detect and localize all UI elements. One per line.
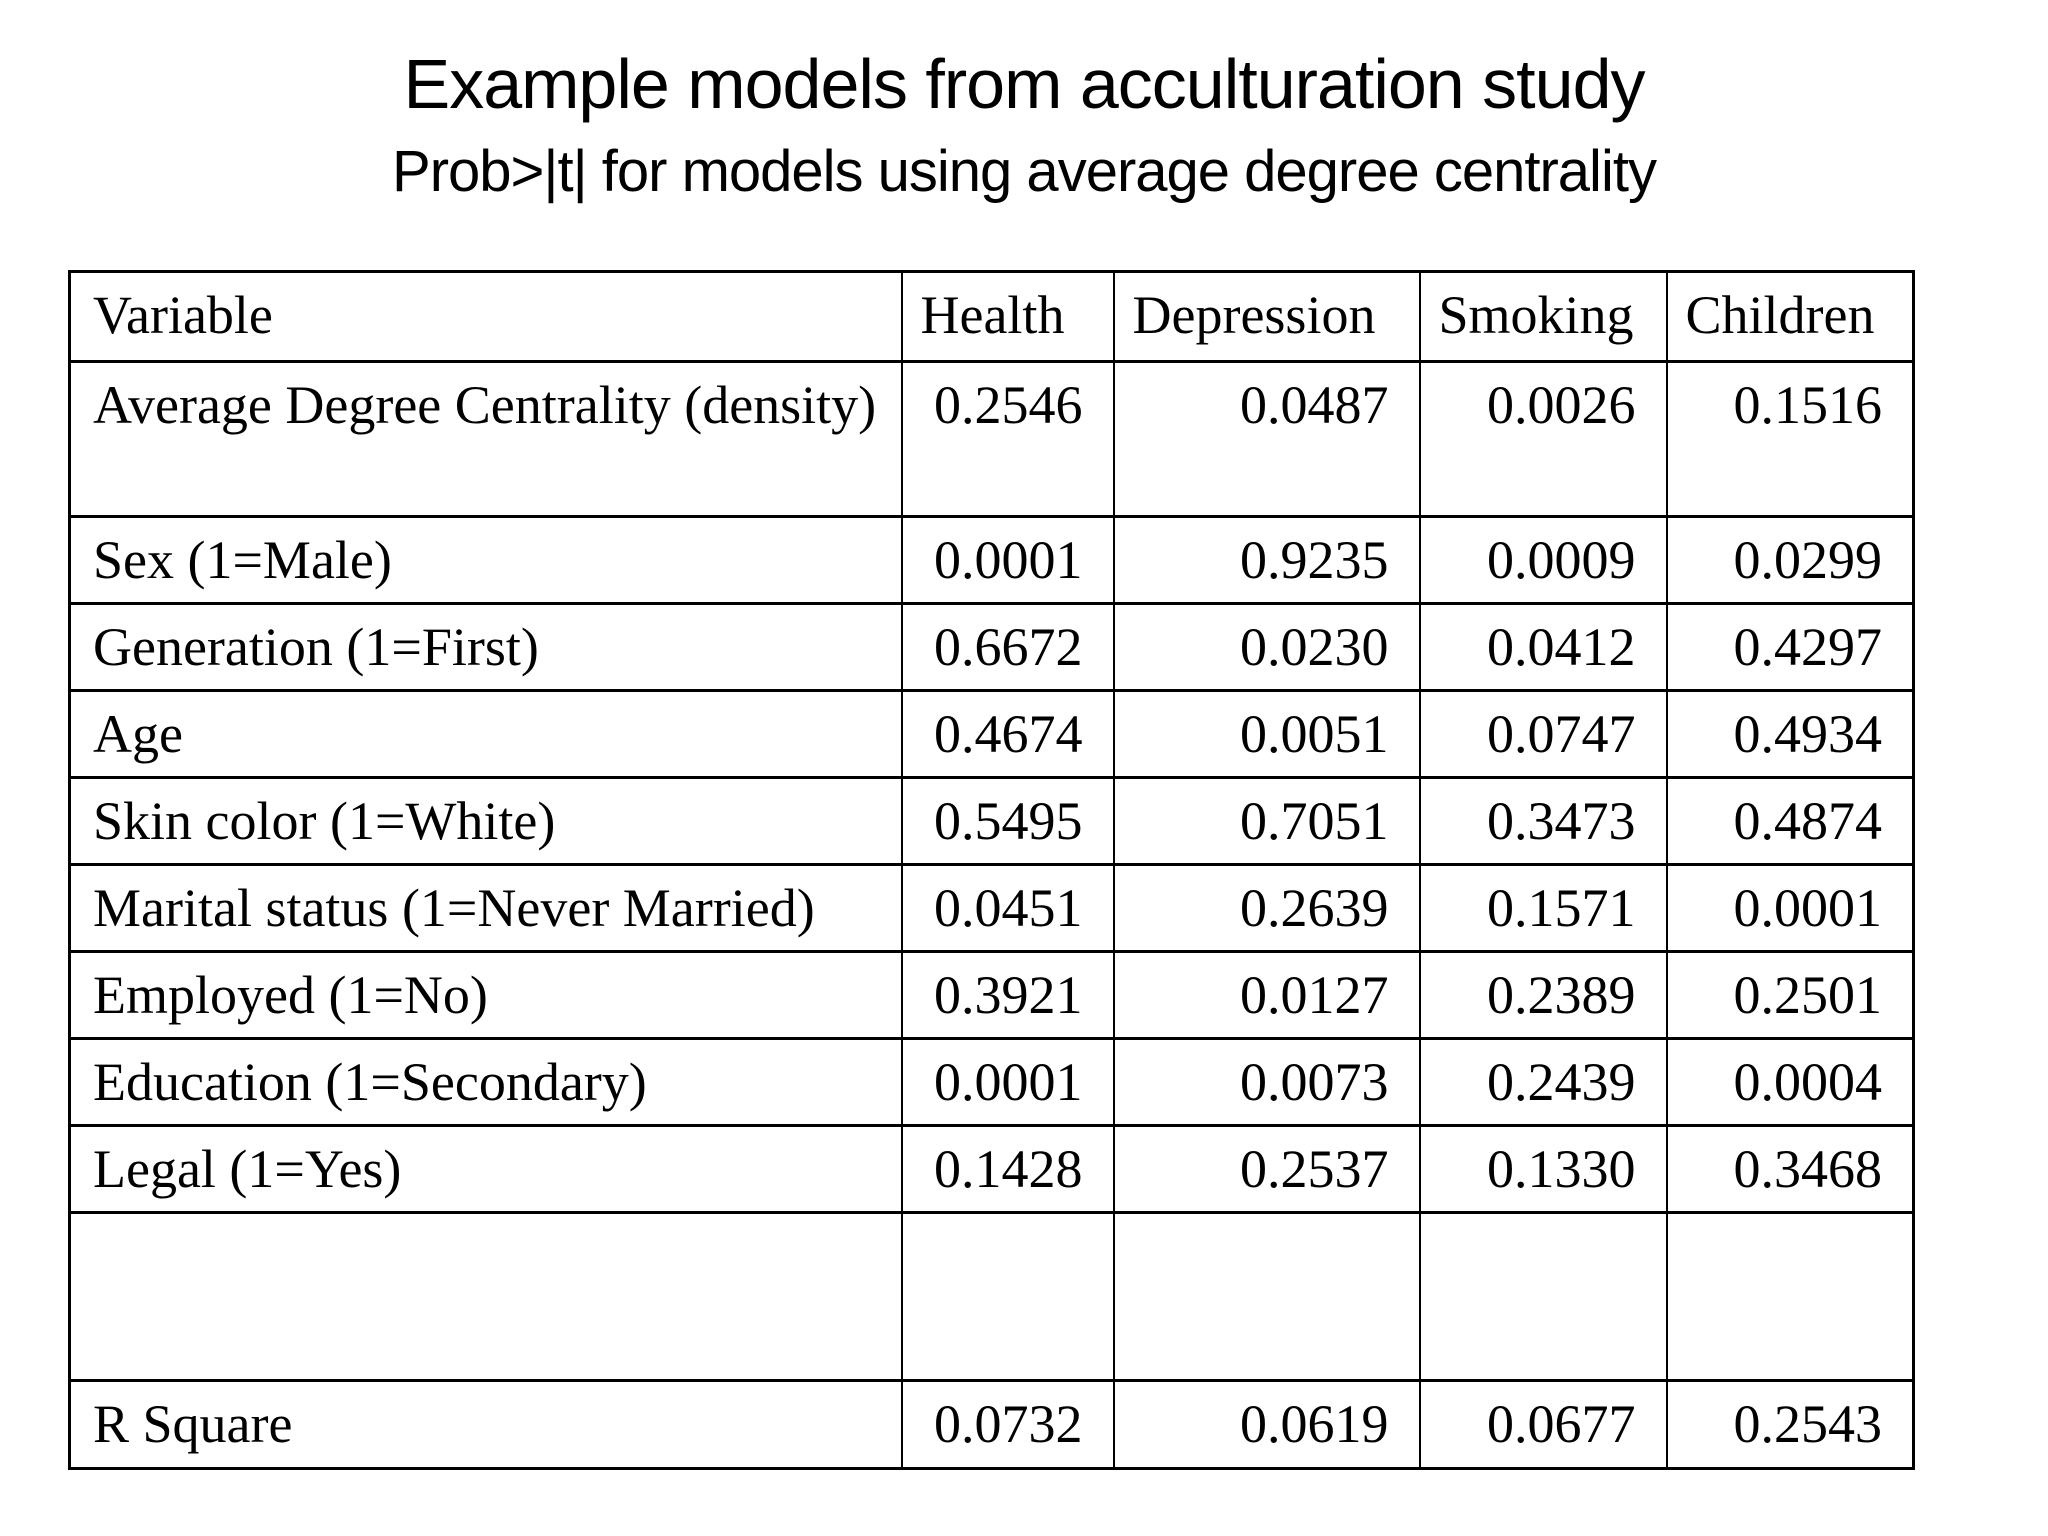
header-cell-variable: Variable <box>68 270 903 363</box>
slide-subtitle: Prob>|t| for models using average degree… <box>392 139 1657 204</box>
table-row: Age 0.4674 0.0051 0.0747 0.4934 <box>68 689 1915 779</box>
value-cell: 0.6672 <box>900 602 1115 692</box>
row-label: Generation (1=First) <box>68 602 903 692</box>
value-cell: 0.0051 <box>1112 689 1421 779</box>
value-cell <box>1665 1211 1915 1382</box>
value-cell: 0.0451 <box>900 863 1115 953</box>
table-row: Employed (1=No) 0.3921 0.0127 0.2389 0.2501 <box>68 950 1915 1040</box>
value-cell: 0.2639 <box>1112 863 1421 953</box>
table-row <box>68 1211 1915 1382</box>
row-label: Average Degree Centrality (density) <box>68 360 903 518</box>
value-cell: 0.4934 <box>1665 689 1915 779</box>
table-row: Average Degree Centrality (density) 0.254… <box>68 360 1915 518</box>
table-row: Marital status (1=Never Married) 0.0451 0.… <box>68 863 1915 953</box>
table-row: Education (1=Secondary) 0.0001 0.0073 0.243… <box>68 1037 1915 1127</box>
value-cell <box>1418 1211 1668 1382</box>
row-label: Employed (1=No) <box>68 950 903 1040</box>
value-cell: 0.4297 <box>1665 602 1915 692</box>
row-label: Education (1=Secondary) <box>68 1037 903 1127</box>
value-cell: 0.2389 <box>1418 950 1668 1040</box>
value-cell: 0.3921 <box>900 950 1115 1040</box>
header-cell-health: Health <box>900 270 1115 363</box>
value-cell: 0.7051 <box>1112 776 1421 866</box>
header-cell-children: Children <box>1665 270 1915 363</box>
value-cell: 0.0230 <box>1112 602 1421 692</box>
value-cell: 0.1330 <box>1418 1124 1668 1214</box>
value-cell: 0.2543 <box>1665 1379 1915 1470</box>
table-row: Legal (1=Yes) 0.1428 0.2537 0.1330 0.3468 <box>68 1124 1915 1214</box>
value-cell <box>900 1211 1115 1382</box>
row-label: Skin color (1=White) <box>68 776 903 866</box>
value-cell: 0.9235 <box>1112 515 1421 605</box>
value-cell: 0.4874 <box>1665 776 1915 866</box>
row-label: Sex (1=Male) <box>68 515 903 605</box>
header-cell-smoking: Smoking <box>1418 270 1668 363</box>
results-table: Variable Health Depression Smoking Child… <box>68 270 1915 1470</box>
header-cell-depression: Depression <box>1112 270 1421 363</box>
value-cell: 0.1428 <box>900 1124 1115 1214</box>
value-cell: 0.0073 <box>1112 1037 1421 1127</box>
value-cell: 0.0299 <box>1665 515 1915 605</box>
value-cell <box>1112 1211 1421 1382</box>
row-label: Age <box>68 689 903 779</box>
table-row: Skin color (1=White) 0.5495 0.7051 0.3473 0.… <box>68 776 1915 866</box>
table-body: Average Degree Centrality (density) 0.254… <box>68 360 1915 1470</box>
value-cell: 0.0001 <box>1665 863 1915 953</box>
table-row: R Square 0.0732 0.0619 0.0677 0.2543 <box>68 1379 1915 1470</box>
value-cell: 0.3468 <box>1665 1124 1915 1214</box>
value-cell: 0.4674 <box>900 689 1115 779</box>
row-label: Marital status (1=Never Married) <box>68 863 903 953</box>
value-cell: 0.0001 <box>900 515 1115 605</box>
row-label: Legal (1=Yes) <box>68 1124 903 1214</box>
value-cell: 0.0619 <box>1112 1379 1421 1470</box>
slide-title: Example models from acculturation study <box>403 45 1646 123</box>
value-cell: 0.0001 <box>900 1037 1115 1127</box>
value-cell: 0.0412 <box>1418 602 1668 692</box>
header-row: Variable Health Depression Smoking Child… <box>68 270 1915 363</box>
value-cell: 0.5495 <box>900 776 1115 866</box>
value-cell: 0.0004 <box>1665 1037 1915 1127</box>
value-cell: 0.3473 <box>1418 776 1668 866</box>
value-cell: 0.2537 <box>1112 1124 1421 1214</box>
table-row: Sex (1=Male) 0.0001 0.9235 0.0009 0.0299 <box>68 515 1915 605</box>
value-cell: 0.2439 <box>1418 1037 1668 1127</box>
value-cell: 0.0026 <box>1418 360 1668 518</box>
value-cell: 0.1571 <box>1418 863 1668 953</box>
value-cell: 0.0127 <box>1112 950 1421 1040</box>
row-label <box>68 1211 903 1382</box>
value-cell: 0.2546 <box>900 360 1115 518</box>
value-cell: 0.0732 <box>900 1379 1115 1470</box>
value-cell: 0.0487 <box>1112 360 1421 518</box>
value-cell: 0.2501 <box>1665 950 1915 1040</box>
value-cell: 0.0747 <box>1418 689 1668 779</box>
value-cell: 0.0009 <box>1418 515 1668 605</box>
row-label: R Square <box>68 1379 903 1470</box>
value-cell: 0.1516 <box>1665 360 1915 518</box>
table-row: Generation (1=First) 0.6672 0.0230 0.0412 0.… <box>68 602 1915 692</box>
value-cell: 0.0677 <box>1418 1379 1668 1470</box>
